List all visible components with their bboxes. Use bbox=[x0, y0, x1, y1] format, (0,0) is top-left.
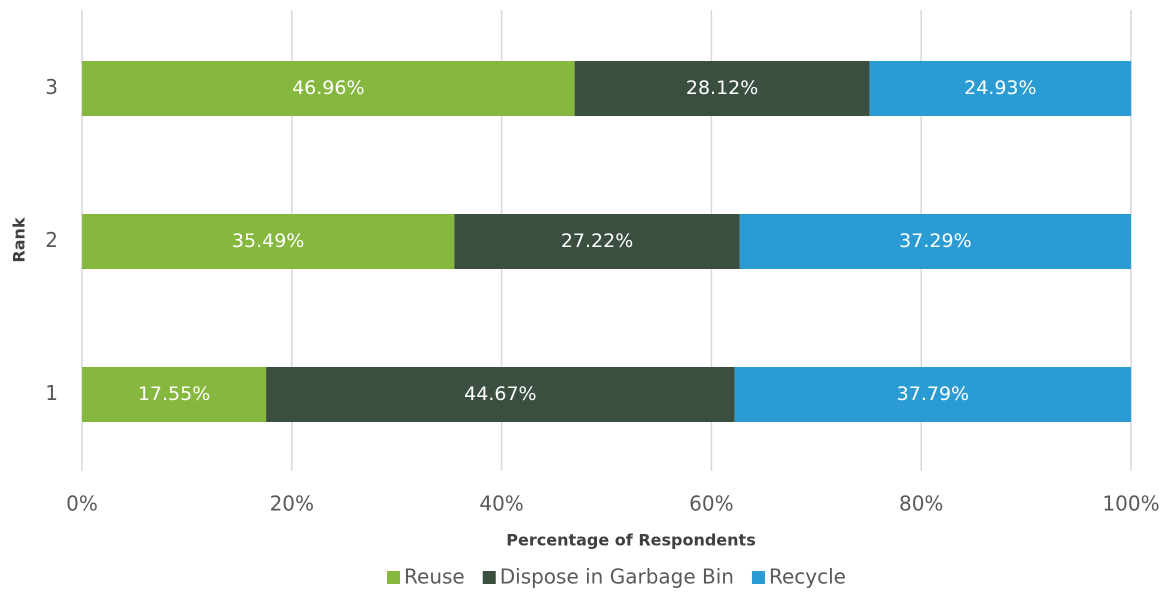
bar-segment bbox=[734, 367, 1132, 422]
x-tick-label: 80% bbox=[899, 492, 943, 516]
data-label: 24.93% bbox=[964, 77, 1036, 99]
legend-label: Recycle bbox=[769, 565, 846, 589]
data-label: 37.29% bbox=[899, 230, 971, 252]
x-tick-label: 0% bbox=[66, 492, 98, 516]
bar-segment bbox=[739, 214, 1131, 269]
y-axis-label: Rank bbox=[10, 217, 29, 263]
legend-label: Reuse bbox=[404, 565, 465, 589]
x-axis-label: Percentage of Respondents bbox=[506, 531, 755, 550]
bar-segment bbox=[82, 367, 267, 422]
y-tick-label: 1 bbox=[45, 381, 58, 405]
bar-segment bbox=[82, 61, 575, 116]
x-tick-label: 20% bbox=[270, 492, 314, 516]
data-label: 27.22% bbox=[561, 230, 633, 252]
data-label: 46.96% bbox=[292, 77, 364, 99]
data-label: 28.12% bbox=[686, 77, 758, 99]
x-tick-label: 40% bbox=[479, 492, 523, 516]
legend-swatch bbox=[387, 571, 401, 584]
bar-segment bbox=[82, 214, 455, 269]
y-tick-label: 3 bbox=[45, 75, 58, 99]
bar-segment bbox=[266, 367, 735, 422]
legend-label: Dispose in Garbage Bin bbox=[500, 565, 734, 589]
x-tick-label: 60% bbox=[689, 492, 733, 516]
bar-segment bbox=[574, 61, 870, 116]
data-label: 35.49% bbox=[232, 230, 304, 252]
data-label: 37.79% bbox=[897, 383, 969, 405]
data-label: 17.55% bbox=[138, 383, 210, 405]
bar-segment bbox=[454, 214, 740, 269]
y-tick-label: 2 bbox=[45, 228, 58, 252]
x-tick-label: 100% bbox=[1102, 492, 1159, 516]
legend-swatch bbox=[482, 571, 496, 584]
bar-segment bbox=[869, 61, 1132, 116]
legend-swatch bbox=[751, 571, 765, 584]
data-label: 44.67% bbox=[464, 383, 536, 405]
